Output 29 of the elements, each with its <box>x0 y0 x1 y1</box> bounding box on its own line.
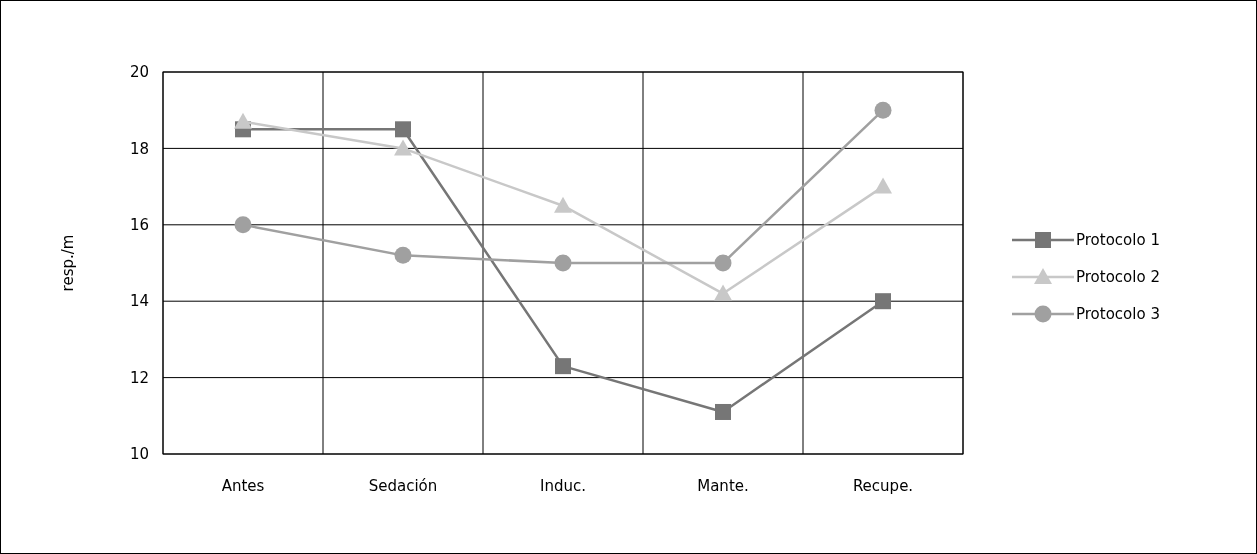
legend-label: Protocolo 1 <box>1076 231 1160 250</box>
y-tick-label: 14 <box>129 292 149 311</box>
point <box>715 403 731 420</box>
point <box>555 358 571 375</box>
y-tick-label: 18 <box>129 139 149 158</box>
point <box>714 284 732 301</box>
point <box>394 139 412 156</box>
x-tick-label: Induc. <box>540 477 586 495</box>
point <box>394 246 412 264</box>
x-tick-label: Antes <box>221 477 265 495</box>
point <box>875 293 891 310</box>
legend-label: Protocolo 2 <box>1076 268 1160 287</box>
point <box>395 121 411 138</box>
point <box>714 254 732 272</box>
point <box>234 112 252 129</box>
point <box>874 101 892 119</box>
y-tick-label: 12 <box>129 368 149 387</box>
x-tick-label: Mante. <box>697 477 749 495</box>
point <box>554 196 572 213</box>
x-tick-label: Sedación <box>368 477 438 495</box>
y-tick-label: 20 <box>129 63 149 82</box>
y-axis-title: resp./m <box>59 234 77 292</box>
y-tick-label: 10 <box>129 445 149 464</box>
y-tick-label: 16 <box>129 216 149 235</box>
point <box>554 254 572 272</box>
point <box>874 177 892 194</box>
point <box>234 216 252 234</box>
legend-label: Protocolo 3 <box>1076 305 1160 324</box>
x-tick-label: Recupe. <box>852 477 914 495</box>
